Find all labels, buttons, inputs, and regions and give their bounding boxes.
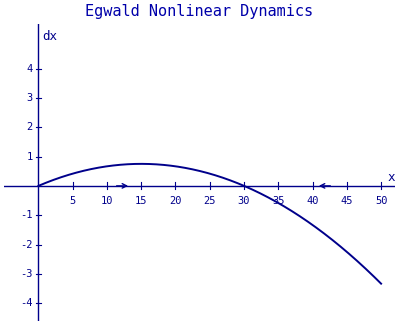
Text: 25: 25 (204, 196, 216, 206)
Title: Egwald Nonlinear Dynamics: Egwald Nonlinear Dynamics (86, 4, 314, 19)
Text: 30: 30 (238, 196, 250, 206)
Text: 40: 40 (306, 196, 319, 206)
Text: 15: 15 (135, 196, 148, 206)
Text: 5: 5 (70, 196, 76, 206)
Text: -4: -4 (20, 298, 33, 308)
Text: 20: 20 (169, 196, 182, 206)
Text: dx: dx (42, 30, 57, 43)
Text: 2: 2 (27, 122, 33, 132)
Text: -2: -2 (20, 240, 33, 250)
Text: -1: -1 (20, 210, 33, 220)
Text: 4: 4 (27, 63, 33, 73)
Text: 35: 35 (272, 196, 284, 206)
Text: 45: 45 (340, 196, 353, 206)
Text: 1: 1 (27, 151, 33, 162)
Text: x: x (388, 171, 395, 184)
Text: 3: 3 (27, 93, 33, 103)
Text: 10: 10 (101, 196, 113, 206)
Text: 50: 50 (375, 196, 387, 206)
Text: -3: -3 (20, 269, 33, 279)
